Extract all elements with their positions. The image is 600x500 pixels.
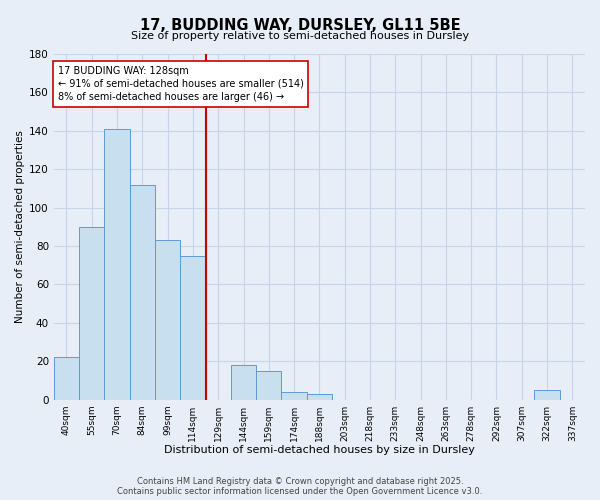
Bar [79,227,104,400]
Bar [307,394,332,400]
Bar [256,371,281,400]
Bar [130,184,155,400]
Bar [54,358,79,400]
Bar [231,365,256,400]
Bar [155,240,180,400]
Text: Contains public sector information licensed under the Open Government Licence v3: Contains public sector information licen… [118,486,482,496]
Bar [180,256,206,400]
Y-axis label: Number of semi-detached properties: Number of semi-detached properties [15,130,25,323]
Text: Contains HM Land Registry data © Crown copyright and database right 2025.: Contains HM Land Registry data © Crown c… [137,477,463,486]
X-axis label: Distribution of semi-detached houses by size in Dursley: Distribution of semi-detached houses by … [164,445,475,455]
Text: Size of property relative to semi-detached houses in Dursley: Size of property relative to semi-detach… [131,31,469,41]
Bar [535,390,560,400]
Text: 17 BUDDING WAY: 128sqm
← 91% of semi-detached houses are smaller (514)
8% of sem: 17 BUDDING WAY: 128sqm ← 91% of semi-det… [58,66,304,102]
Bar [104,129,130,400]
Bar [281,392,307,400]
Text: 17, BUDDING WAY, DURSLEY, GL11 5BE: 17, BUDDING WAY, DURSLEY, GL11 5BE [140,18,460,32]
